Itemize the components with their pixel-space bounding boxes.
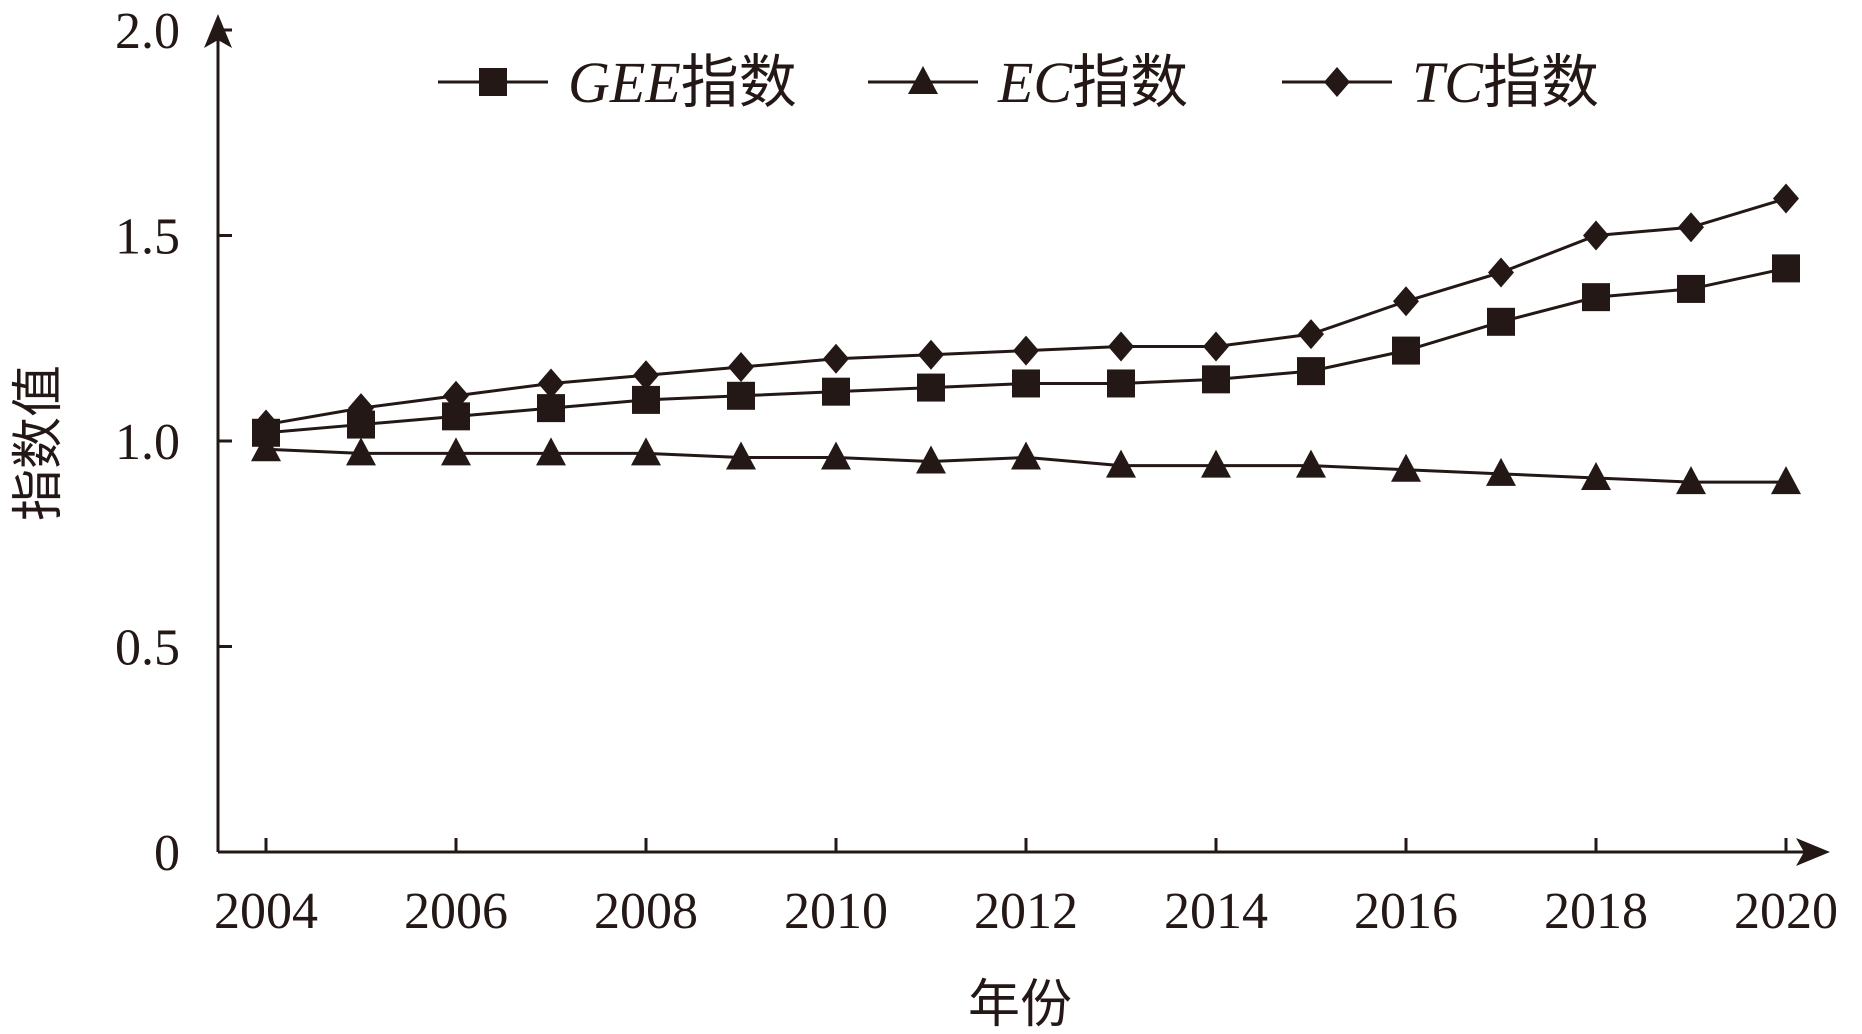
x-axis-arrow — [1796, 838, 1830, 866]
x-tick-label: 2010 — [784, 883, 888, 940]
data-point-ec — [251, 433, 281, 462]
legend-label-italic: TC — [1412, 50, 1484, 115]
y-axis-title: 指数值 — [9, 365, 69, 521]
data-point-gee — [537, 394, 565, 423]
data-point-ec — [1011, 441, 1041, 470]
data-point-ec — [1676, 466, 1706, 495]
data-point-tc — [348, 393, 374, 424]
legend-label: TC指数 — [1412, 48, 1599, 116]
x-tick-label: 2006 — [404, 883, 508, 940]
legend-marker-tc — [1324, 67, 1350, 97]
data-point-ec — [1391, 453, 1421, 482]
legend: GEE指数 EC指数 TC指数 — [438, 48, 1599, 116]
data-point-gee — [1392, 336, 1420, 365]
y-ticks: 0 0.5 1.0 1.5 2.0 — [115, 3, 232, 882]
legend-label-suffix: 指数 — [1072, 48, 1188, 116]
x-tick-label: 2012 — [974, 883, 1078, 940]
data-point-tc — [633, 360, 659, 391]
data-point-ec — [1581, 461, 1611, 490]
data-point-ec — [536, 437, 566, 466]
data-point-tc — [1393, 286, 1419, 317]
x-tick-label: 2014 — [1164, 883, 1268, 940]
data-point-tc — [1108, 331, 1134, 362]
data-point-tc — [1488, 257, 1514, 288]
data-point-tc — [1298, 319, 1324, 350]
legend-marker-gee — [479, 68, 507, 96]
series-tc — [253, 183, 1799, 440]
legend-label-italic: EC — [997, 50, 1073, 115]
legend-label-italic: GEE — [568, 50, 681, 115]
data-point-tc — [1773, 183, 1799, 214]
data-point-gee — [1297, 357, 1325, 386]
data-point-gee — [1107, 369, 1135, 398]
data-point-gee — [1202, 365, 1230, 394]
data-point-tc — [1678, 212, 1704, 243]
legend-marker-ec — [908, 66, 938, 94]
axes — [204, 14, 1830, 866]
data-point-tc — [1203, 331, 1229, 362]
y-tick-label: 0.5 — [115, 620, 180, 677]
data-point-gee — [632, 385, 660, 414]
data-point-ec — [916, 445, 946, 474]
y-tick-label: 0 — [154, 825, 180, 882]
data-point-gee — [1772, 254, 1800, 283]
y-tick-label: 2.0 — [115, 3, 180, 60]
data-point-ec — [631, 437, 661, 466]
data-point-ec — [821, 441, 851, 470]
data-point-ec — [1296, 449, 1326, 478]
x-tick-label: 2008 — [594, 883, 698, 940]
data-point-tc — [1583, 220, 1609, 251]
data-point-ec — [346, 437, 376, 466]
data-point-gee — [917, 373, 945, 402]
data-point-ec — [1486, 457, 1516, 486]
data-point-ec — [1771, 466, 1801, 495]
legend-label: EC指数 — [997, 48, 1188, 116]
x-ticks: 2004 2006 2008 2010 2012 2014 2016 2018 2020 — [214, 838, 1838, 940]
y-tick-label: 1.5 — [115, 209, 180, 266]
data-point-ec — [1106, 449, 1136, 478]
data-point-tc — [253, 409, 279, 440]
data-point-tc — [823, 343, 849, 374]
data-point-ec — [441, 437, 471, 466]
x-tick-label: 2004 — [214, 883, 318, 940]
legend-label: GEE指数 — [568, 48, 797, 116]
data-point-gee — [727, 381, 755, 410]
legend-item-tc: TC指数 — [1282, 48, 1599, 116]
data-point-ec — [726, 441, 756, 470]
legend-label-suffix: 指数 — [1483, 48, 1599, 116]
legend-item-ec: EC指数 — [868, 48, 1188, 116]
series-ec — [251, 433, 1801, 495]
x-tick-label: 2020 — [1734, 883, 1838, 940]
data-point-gee — [822, 377, 850, 406]
data-point-tc — [538, 368, 564, 399]
data-point-gee — [1012, 369, 1040, 398]
legend-item-gee: GEE指数 — [438, 48, 797, 116]
y-tick-label: 1.0 — [115, 414, 180, 471]
series-layer — [251, 183, 1801, 495]
legend-label-suffix: 指数 — [681, 48, 797, 116]
data-point-gee — [1677, 274, 1705, 303]
series-gee — [252, 254, 1800, 447]
data-point-tc — [1013, 335, 1039, 366]
x-axis-title: 年份 — [968, 975, 1072, 1034]
data-point-gee — [1487, 307, 1515, 336]
x-tick-label: 2018 — [1544, 883, 1648, 940]
data-point-gee — [1582, 283, 1610, 312]
data-point-ec — [1201, 449, 1231, 478]
data-point-tc — [443, 380, 469, 411]
data-point-tc — [918, 339, 944, 370]
data-point-tc — [728, 352, 754, 383]
x-tick-label: 2016 — [1354, 883, 1458, 940]
